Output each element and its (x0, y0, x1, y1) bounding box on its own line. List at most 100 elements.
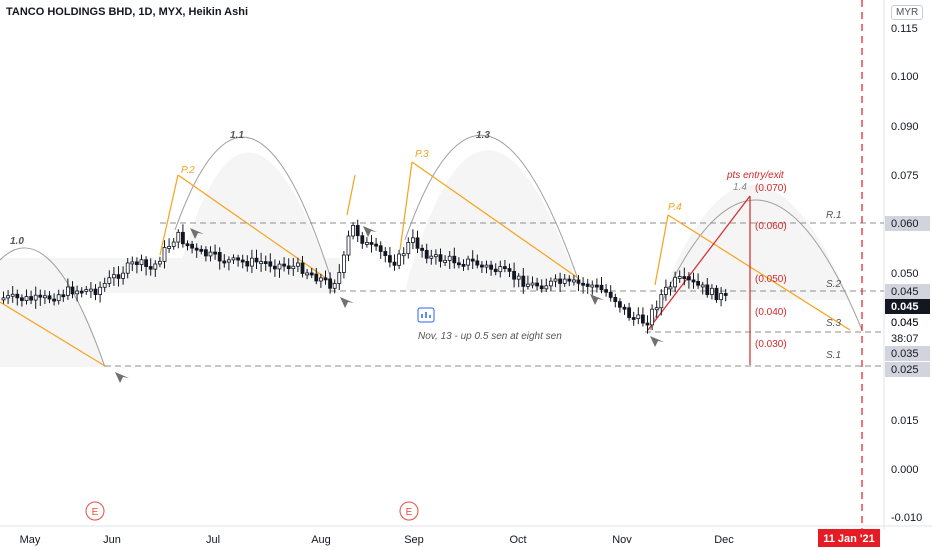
x-tick-dec: Dec (714, 534, 734, 546)
candle-body (387, 255, 392, 263)
candle-body (254, 257, 259, 263)
candles-group (1, 219, 728, 334)
candle-body (305, 272, 310, 276)
earnings-marker-sep[interactable]: E (399, 501, 419, 521)
candle-body (185, 243, 190, 247)
candle-body (576, 279, 581, 284)
candle-body (116, 274, 121, 279)
candle-body (245, 260, 250, 267)
candle-body (595, 284, 599, 288)
x-tick-jun: Jun (103, 534, 121, 546)
y-tick-5: 0.045 (891, 317, 919, 329)
candle-body (52, 298, 56, 302)
candle-body (369, 242, 374, 245)
candle-body (406, 242, 411, 255)
candle-body (618, 301, 622, 308)
candle-body (521, 275, 526, 287)
candle-body (447, 255, 452, 261)
label-p3: P.3 (415, 149, 429, 160)
candle-body (438, 254, 443, 262)
candle-body (337, 272, 342, 284)
label-1-4: 1.4 (733, 182, 747, 193)
candle-body (167, 246, 172, 249)
candle-body (585, 283, 590, 287)
arc-1-4 (649, 199, 863, 331)
candle-body (300, 262, 305, 274)
candle-body (341, 254, 346, 273)
candle-body (79, 290, 84, 294)
candle-body (687, 276, 691, 281)
candle-body (29, 296, 34, 301)
candle-body (493, 268, 498, 273)
label-1-0: 1.0 (10, 236, 24, 247)
candle-body (291, 265, 296, 269)
candle-body (714, 287, 719, 301)
candle-body (659, 294, 664, 309)
candle-body (286, 265, 291, 269)
candle-body (378, 245, 383, 252)
countdown-label: 38:07 (891, 333, 919, 345)
level-label-s3: S.3 (826, 318, 841, 329)
price-tag-plain: 0.045 (891, 317, 919, 329)
candle-body (410, 237, 415, 243)
candle-body (102, 282, 107, 288)
candle-body (148, 266, 153, 270)
candle-body (664, 286, 668, 295)
candle-body (217, 251, 222, 262)
candle-body (351, 225, 356, 237)
pts-level-5: (0.030) (755, 339, 787, 350)
candle-body (208, 251, 213, 257)
y-tick-3: 0.075 (891, 170, 919, 182)
candle-body (328, 278, 333, 289)
candle-body (581, 282, 585, 286)
candle-body (723, 293, 728, 296)
candle-body (318, 277, 323, 282)
x-tick-may: May (20, 534, 41, 546)
candle-body (332, 283, 337, 289)
currency-badge[interactable]: MYR (891, 5, 924, 20)
candle-body (75, 290, 79, 295)
candle-body (696, 281, 700, 286)
candle-body (47, 295, 52, 300)
candle-body (364, 242, 369, 245)
earnings-marker-jun-label: E (92, 507, 99, 518)
candle-body (171, 241, 176, 247)
candle-body (6, 295, 10, 299)
candle-body (226, 259, 231, 263)
candle-body (498, 266, 503, 273)
candle-body (153, 263, 158, 270)
candle-body (567, 278, 572, 282)
label-1-1: 1.1 (230, 130, 244, 141)
candle-body (277, 263, 282, 270)
pts-level-3: (0.050) (755, 274, 787, 285)
earnings-marker-jun[interactable]: E (85, 501, 105, 521)
candle-body (590, 284, 595, 288)
y-tick-1: 0.100 (891, 71, 919, 83)
y-tick-0: 0.115 (891, 23, 918, 35)
label-p2: P.2 (181, 165, 195, 176)
candle-body (107, 277, 112, 284)
candle-body (691, 279, 696, 283)
pointer-arrows (115, 226, 664, 383)
candle-body (397, 253, 402, 266)
candle-body (489, 264, 494, 270)
candle-body (38, 294, 43, 298)
candle-body (355, 225, 360, 237)
candle-body (263, 261, 268, 264)
candle-body (121, 272, 125, 279)
candle-body (314, 273, 319, 282)
candle-body (236, 257, 241, 261)
price-tag-0025: 0.025 (885, 362, 930, 377)
candle-body (43, 295, 47, 299)
candle-body (539, 285, 544, 290)
candle-body (295, 262, 300, 267)
candle-body (15, 293, 20, 299)
candle-body (157, 260, 162, 265)
candle-body (19, 297, 24, 301)
candle-body (180, 231, 185, 245)
candle-body (558, 278, 562, 284)
candle-body (420, 247, 425, 251)
candle-body (677, 276, 682, 279)
y-tick-6: 0.015 (891, 415, 919, 427)
note-icon[interactable] (417, 307, 435, 323)
